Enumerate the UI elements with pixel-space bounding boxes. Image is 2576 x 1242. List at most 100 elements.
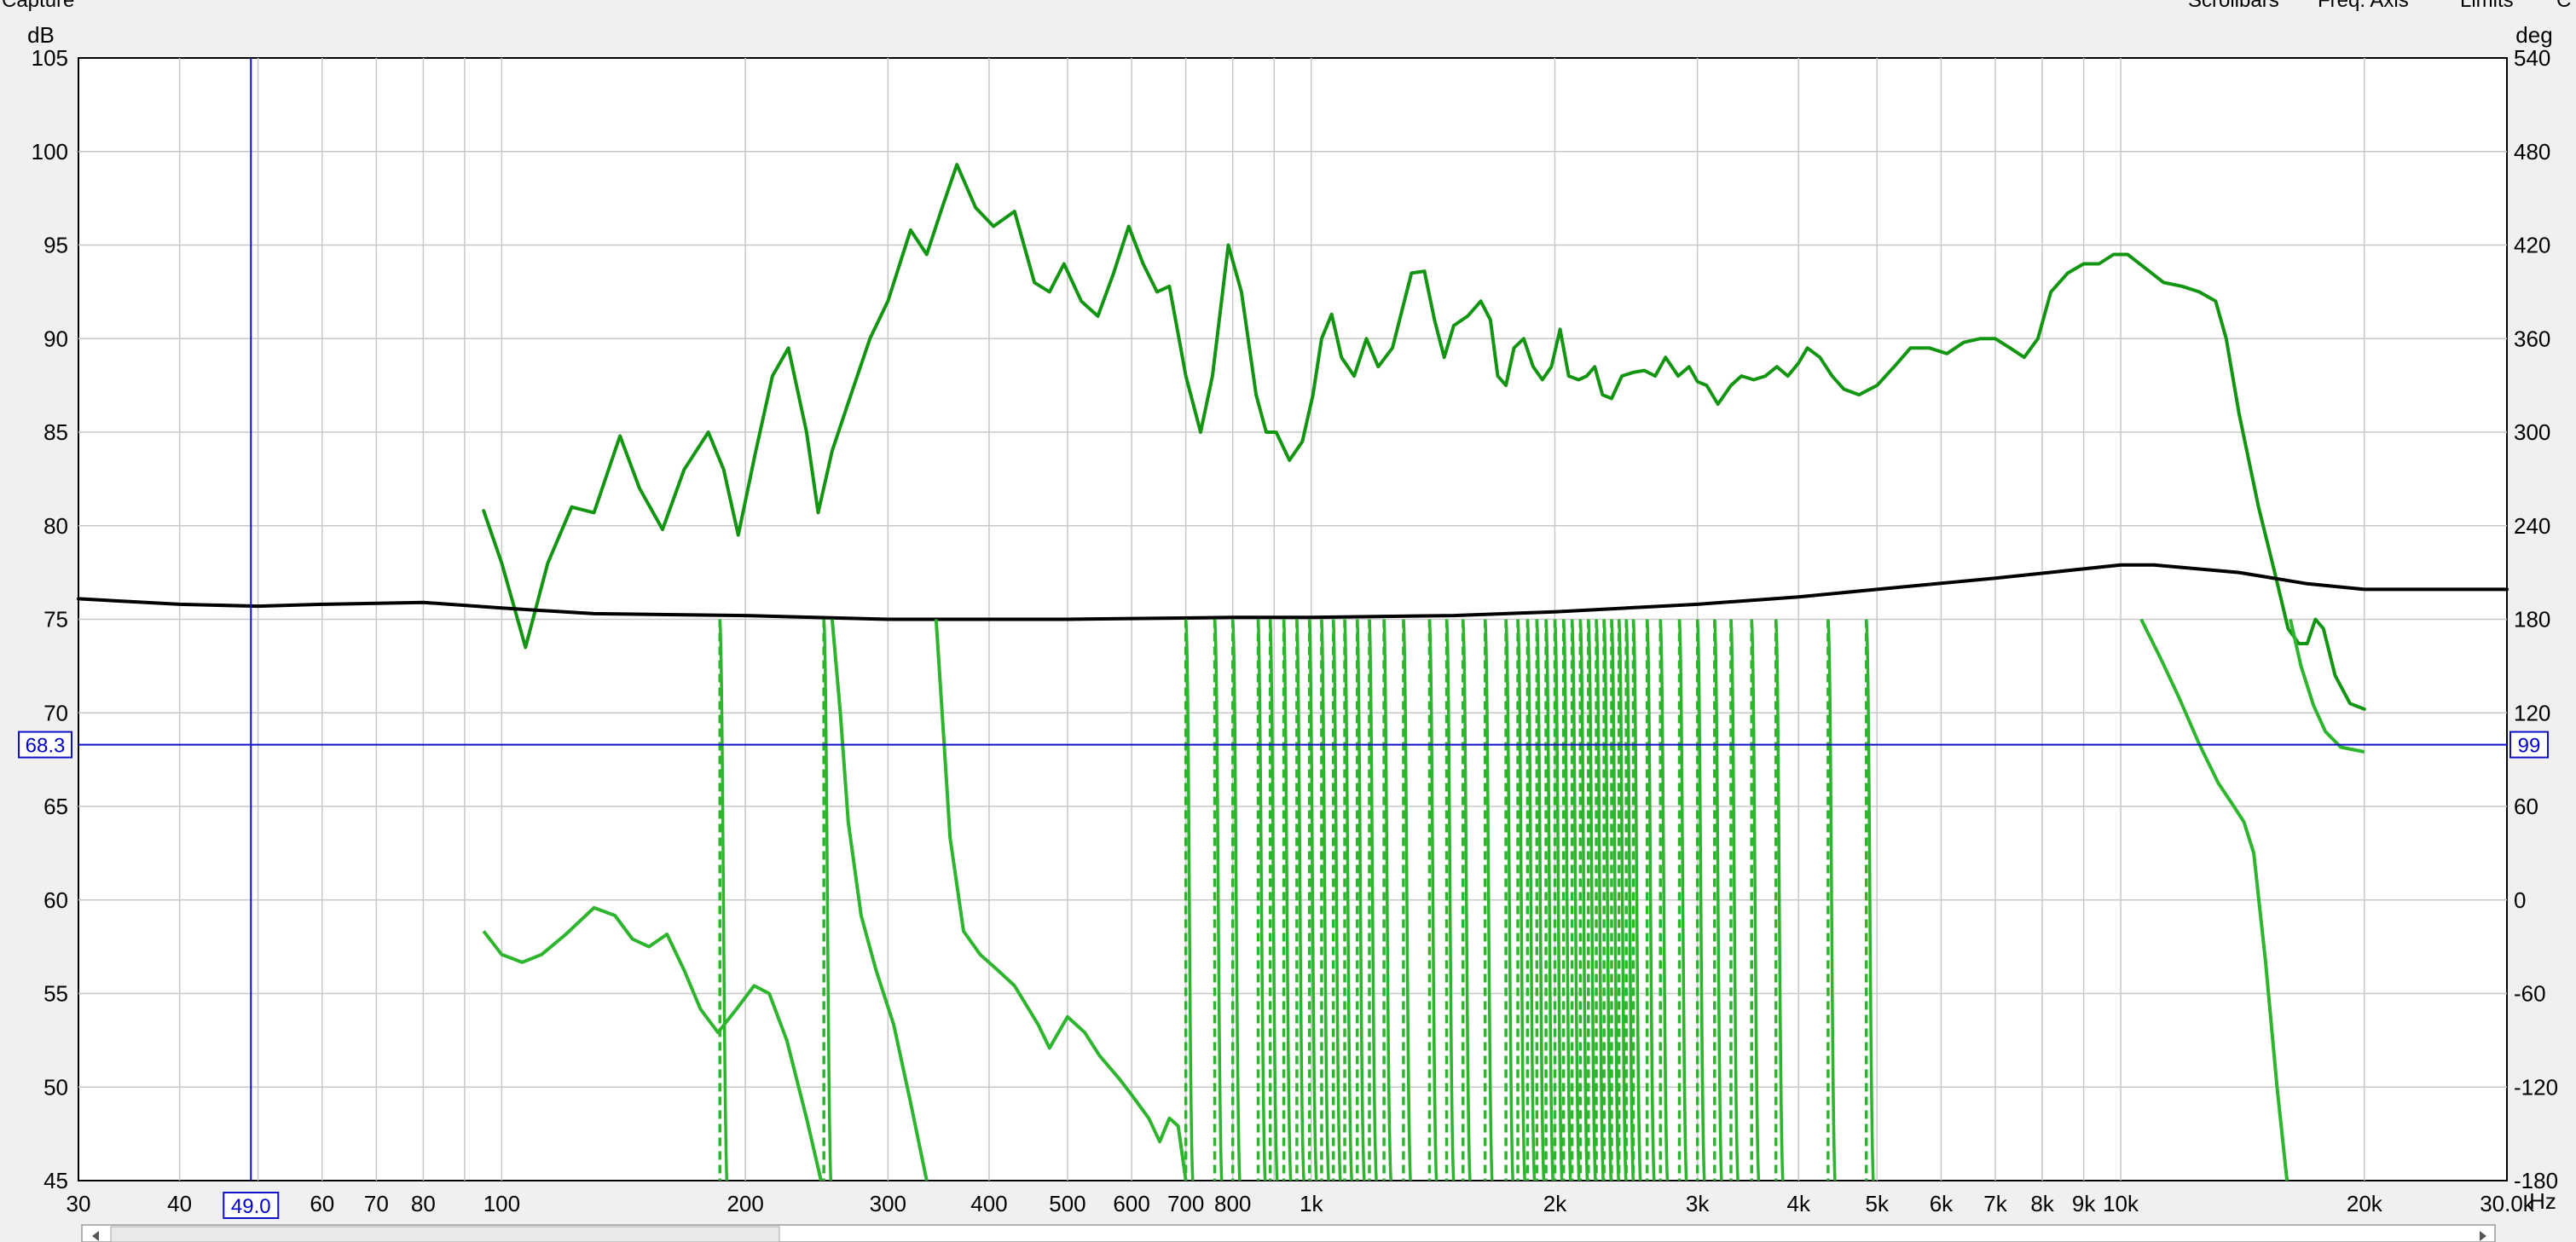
phase-descent <box>1295 619 1305 1181</box>
phase-segment <box>934 619 1188 1181</box>
y-tick-label: 80 <box>43 513 68 539</box>
x-tick-label: 30 <box>67 1191 91 1216</box>
capture-button[interactable]: Capture <box>2 0 74 12</box>
phase-segment <box>830 619 929 1181</box>
series-line-0 <box>482 163 2366 711</box>
y2-tick-label: 180 <box>2514 607 2550 633</box>
phase-descent <box>718 619 729 1181</box>
x-tick-label: 5k <box>1866 1191 1890 1216</box>
phase-descent <box>1382 619 1392 1181</box>
y-tick-label: 65 <box>43 794 68 819</box>
y2-tick-label: -120 <box>2514 1074 2558 1100</box>
phase-descent <box>1343 619 1353 1181</box>
phase-descent <box>1645 619 1656 1181</box>
x-tick-label: 40 <box>167 1191 192 1216</box>
y-tick-label: 85 <box>43 419 68 445</box>
phase-descent <box>1213 619 1224 1181</box>
phase-descent <box>1610 619 1620 1181</box>
scroll-left-icon[interactable] <box>92 1231 99 1241</box>
y2-tick-label: 480 <box>2514 139 2550 165</box>
cursor-group[interactable]: 49.0 68.3 99 <box>18 58 2549 1219</box>
phase-descent <box>1461 619 1472 1181</box>
x-tick-label: 70 <box>364 1191 389 1216</box>
phase-descent <box>1561 619 1572 1181</box>
x-tick-label: 4k <box>1787 1191 1811 1216</box>
freq-axis-button[interactable]: Freq. Axis <box>2318 0 2409 12</box>
phase-descent <box>1483 619 1494 1181</box>
y-tick-label: 50 <box>43 1074 68 1100</box>
series-line-1 <box>77 563 2509 621</box>
x-tick-label: 6k <box>1930 1191 1954 1216</box>
cursor-y2-box <box>2509 731 2549 759</box>
x-unit-label: Hz <box>2529 1188 2556 1214</box>
y-tick-label: 70 <box>43 700 68 725</box>
scrollbar-thumb[interactable] <box>110 1226 780 1242</box>
y2-tick-label: 240 <box>2514 513 2550 539</box>
controls-button[interactable]: C <box>2556 0 2571 12</box>
cursor-x-box <box>223 1192 280 1219</box>
phase-descent <box>1713 619 1723 1181</box>
phase-descent <box>1268 619 1279 1181</box>
y2-tick-label: 0 <box>2514 887 2526 913</box>
phase-descent <box>1307 619 1318 1181</box>
y-tick-label: 95 <box>43 233 68 258</box>
scroll-right-icon[interactable] <box>2480 1231 2486 1241</box>
y-axis-ticks: 45 50 55 60 65 70 75 80 85 90 95 100 105 <box>32 45 68 1193</box>
phase-descent <box>1282 619 1293 1181</box>
y-tick-label: 105 <box>32 45 68 71</box>
phase-descent <box>1402 619 1412 1181</box>
y-tick-label: 45 <box>43 1168 68 1193</box>
phase-descent <box>1427 619 1439 1181</box>
x-tick-label: 200 <box>726 1191 763 1216</box>
phase-descent <box>1504 619 1514 1181</box>
phase-descent <box>1525 619 1537 1181</box>
x-tick-label: 2k <box>1543 1191 1567 1216</box>
phase-descent <box>1368 619 1378 1181</box>
x-tick-label: 80 <box>411 1191 436 1216</box>
phase-descent <box>1729 619 1740 1181</box>
phase-descent <box>1331 619 1342 1181</box>
y2-tick-label: -60 <box>2514 981 2546 1007</box>
phase-descent <box>1444 619 1456 1181</box>
x-tick-label: 3k <box>1686 1191 1710 1216</box>
phase-descent <box>1553 619 1564 1181</box>
x-axis-ticks: 30 40 60 70 80 100 200 300 400 500 600 700 800 1k 2k 3k… <box>67 1191 2535 1216</box>
cursor-y-box <box>18 731 72 759</box>
series-group <box>77 163 2509 1181</box>
y2-tick-label: 300 <box>2514 419 2550 445</box>
phase-descent <box>1230 619 1242 1181</box>
cursor-y2-label: 99 <box>2518 735 2541 758</box>
phase-descent <box>1544 619 1554 1181</box>
y2-tick-label: 60 <box>2514 794 2538 819</box>
phase-segment <box>482 905 823 1181</box>
phase-descent <box>1320 619 1330 1181</box>
y-tick-label: 75 <box>43 607 68 633</box>
phase-descent <box>1570 619 1581 1181</box>
scrollbars-button[interactable]: Scrollbars <box>2188 0 2279 12</box>
limits-button[interactable]: Limits <box>2460 0 2514 12</box>
y2-tick-label: 120 <box>2514 700 2550 725</box>
x-tick-label: 8k <box>2030 1191 2054 1216</box>
y2-tick-label: 540 <box>2514 45 2550 71</box>
x-tick-label: 500 <box>1049 1191 1085 1216</box>
phase-descent <box>1774 619 1785 1181</box>
phase-descent <box>1695 619 1706 1181</box>
x-tick-label: 20k <box>2347 1191 2383 1216</box>
phase-descent <box>1256 619 1267 1181</box>
phase-descent <box>1750 619 1761 1181</box>
phase-descent <box>1617 619 1628 1181</box>
x-tick-label: 600 <box>1113 1191 1149 1216</box>
y2-axis-ticks: -180 -120 -60 0 60 120 180 240 300 360 420 480 540 <box>2514 45 2558 1193</box>
phase-descent <box>1864 619 1875 1181</box>
phase-descent <box>1595 619 1605 1181</box>
phase-descent <box>1355 619 1366 1181</box>
x-tick-label: 7k <box>1983 1191 2007 1216</box>
cursor-x-label: 49.0 <box>231 1195 271 1218</box>
phase-descent <box>1677 619 1688 1181</box>
phase-descent <box>1658 619 1670 1181</box>
y2-tick-label: 360 <box>2514 326 2550 351</box>
phase-descent <box>1184 619 1195 1181</box>
x-tick-label: 60 <box>310 1191 334 1216</box>
phase-descent <box>1587 619 1597 1181</box>
